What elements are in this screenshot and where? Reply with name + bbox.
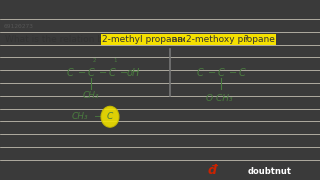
Text: CH₃: CH₃ bbox=[72, 112, 88, 121]
Text: oH: oH bbox=[126, 68, 140, 78]
Text: C: C bbox=[67, 68, 73, 78]
Text: −: − bbox=[94, 112, 102, 122]
Text: and: and bbox=[169, 35, 192, 44]
Text: 2-methoxy propane: 2-methoxy propane bbox=[186, 35, 275, 44]
Text: O CH₃: O CH₃ bbox=[206, 94, 232, 103]
Text: đ: đ bbox=[207, 165, 217, 177]
Text: C: C bbox=[239, 68, 245, 78]
Text: C: C bbox=[88, 68, 94, 78]
Text: C: C bbox=[108, 68, 116, 78]
Text: −: − bbox=[78, 68, 86, 78]
Text: 69120273: 69120273 bbox=[4, 24, 34, 29]
Text: −: − bbox=[99, 68, 107, 78]
Text: C: C bbox=[218, 68, 224, 78]
Text: C: C bbox=[107, 112, 113, 121]
Text: C: C bbox=[196, 68, 204, 78]
Circle shape bbox=[101, 106, 119, 127]
Text: −: − bbox=[229, 68, 237, 78]
Text: doubtnut: doubtnut bbox=[248, 166, 292, 176]
Text: 2-methyl propanaol-1: 2-methyl propanaol-1 bbox=[102, 35, 200, 44]
Text: 2: 2 bbox=[92, 58, 96, 63]
Text: ?: ? bbox=[243, 35, 248, 44]
Text: CH₃: CH₃ bbox=[83, 91, 99, 100]
Text: 1: 1 bbox=[113, 58, 117, 63]
Text: −: − bbox=[120, 68, 128, 78]
Text: What is the relation between: What is the relation between bbox=[5, 35, 140, 44]
Text: −: − bbox=[208, 68, 216, 78]
